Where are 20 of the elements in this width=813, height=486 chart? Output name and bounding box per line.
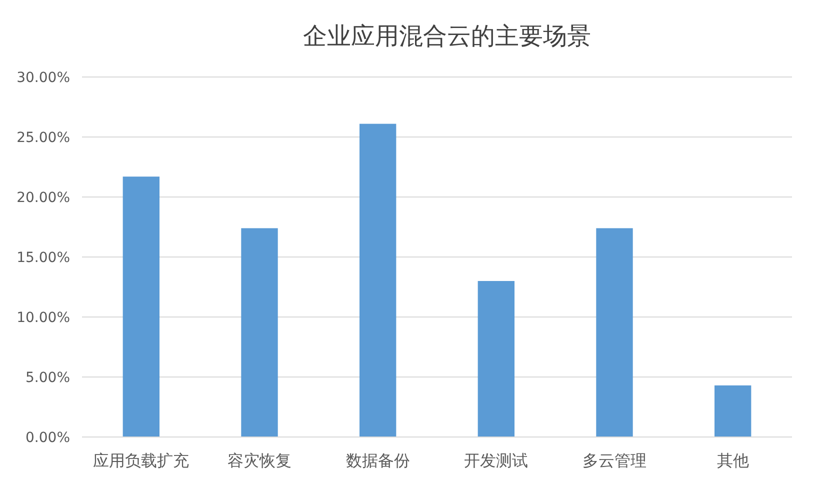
x-tick-label: 其他 — [716, 451, 749, 470]
y-tick-label: 10.00% — [16, 310, 70, 326]
y-tick-label: 25.00% — [16, 130, 70, 146]
y-tick-label: 15.00% — [16, 250, 70, 266]
chart-title: 企业应用混合云的主要场景 — [303, 22, 591, 50]
bar — [359, 124, 396, 437]
bar — [596, 228, 633, 437]
y-tick-label: 20.00% — [16, 190, 70, 206]
y-tick-label: 30.00% — [16, 70, 70, 86]
bar — [714, 385, 752, 437]
x-tick-label: 容灾恢复 — [228, 451, 292, 470]
bar — [478, 281, 515, 437]
bar — [122, 176, 160, 437]
x-tick-label: 应用负载扩充 — [93, 451, 190, 470]
x-tick-label: 开发测试 — [464, 451, 528, 470]
bar — [241, 228, 278, 437]
x-tick-label: 多云管理 — [582, 451, 646, 470]
y-tick-label: 5.00% — [26, 370, 70, 386]
y-tick-label: 0.00% — [26, 430, 70, 446]
x-tick-label: 数据备份 — [346, 451, 410, 470]
